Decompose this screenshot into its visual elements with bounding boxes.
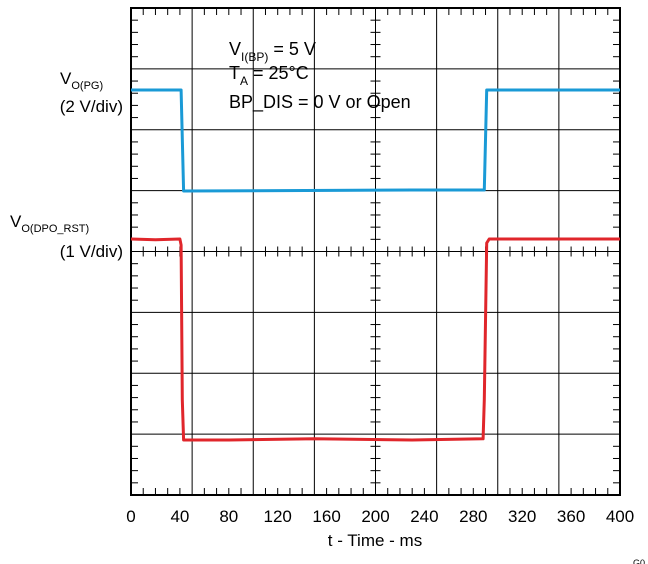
x-tick-label: 0 [126, 507, 135, 526]
channel-label-pg: VO(PG) [60, 69, 103, 92]
annotation-ambient-temperature: TA = 25°C [229, 63, 309, 88]
channel-label-rst: VO(DPO_RST) [10, 212, 89, 235]
x-tick-label: 80 [219, 507, 238, 526]
channel-scale-rst: (1 V/div) [60, 242, 123, 261]
x-tick-label: 120 [264, 507, 292, 526]
corner-code: G0 [633, 558, 645, 564]
x-tick-label: 320 [508, 507, 536, 526]
x-tick-label: 200 [361, 507, 389, 526]
x-tick-label: 280 [459, 507, 487, 526]
trace-rst [130, 237, 620, 442]
trace-pg [131, 88, 620, 193]
x-tick-label: 160 [312, 507, 340, 526]
x-tick-label: 40 [170, 507, 189, 526]
x-tick-labels: 0 40 80 120 160 200 240 280 320 360 400 [126, 507, 634, 526]
x-tick-label: 240 [410, 507, 438, 526]
annotation-input-voltage: VI(BP) = 5 V [229, 39, 316, 64]
plot-border [130, 7, 621, 496]
x-tick-label: 400 [606, 507, 634, 526]
traces [130, 88, 620, 442]
channel-scale-pg: (2 V/div) [60, 97, 123, 116]
annotation-bp-dis: BP_DIS = 0 V or Open [229, 92, 411, 113]
x-tick-label: 360 [557, 507, 585, 526]
x-axis-title: t - Time - ms [328, 531, 422, 550]
grid [130, 7, 621, 496]
